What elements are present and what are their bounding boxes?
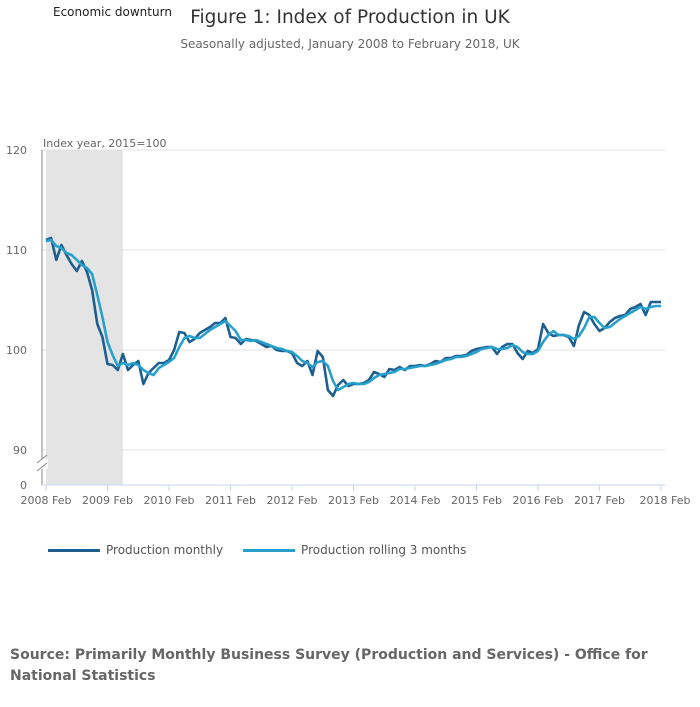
x-tick-label: 2015 Feb xyxy=(451,494,502,507)
legend: Production monthly Production rolling 3 … xyxy=(48,543,466,557)
shaded-region-label: Economic downturn xyxy=(53,5,172,19)
x-tick-label: 2016 Feb xyxy=(513,494,564,507)
legend-item-rolling[interactable]: Production rolling 3 months xyxy=(243,543,466,557)
x-tick-label: 2018 Feb xyxy=(640,494,691,507)
chart-title: Figure 1: Index of Production in UK xyxy=(190,7,510,28)
series-line-monthly xyxy=(45,236,661,398)
y-axis-label: Index year, 2015=100 xyxy=(43,137,167,150)
axis-break-mark xyxy=(36,462,48,472)
y-tick-label: 100 xyxy=(6,344,27,357)
legend-label: Production rolling 3 months xyxy=(301,543,467,557)
source-note: Source: Primarily Monthly Business Surve… xyxy=(10,647,648,684)
x-tick-label: 2008 Feb xyxy=(21,494,72,507)
x-tick-label: 2014 Feb xyxy=(390,494,441,507)
y-tick-label: 120 xyxy=(6,144,27,157)
legend-swatch-monthly xyxy=(48,548,100,552)
axis-break-gap xyxy=(36,459,48,469)
line-chart: 120 110 100 90 0 Index year, 2015=100 2008 Feb… xyxy=(6,137,691,507)
x-tick-label: 2017 Feb xyxy=(574,494,625,507)
shaded-region xyxy=(46,150,123,485)
x-tick-label: 2010 Feb xyxy=(144,494,195,507)
y-tick-label: 90 xyxy=(13,444,27,457)
x-tick-label: 2009 Feb xyxy=(82,494,133,507)
y-tick-label: 110 xyxy=(6,244,27,257)
legend-item-monthly[interactable]: Production monthly xyxy=(48,543,223,557)
chart-subtitle: Seasonally adjusted, January 2008 to Feb… xyxy=(180,37,520,51)
x-tick-label: 2012 Feb xyxy=(267,494,318,507)
legend-label: Production monthly xyxy=(106,543,224,557)
x-tick-label: 2011 Feb xyxy=(205,494,256,507)
y-tick-label: 0 xyxy=(20,479,27,492)
axis-break-mark xyxy=(36,454,48,464)
x-tick-label: 2013 Feb xyxy=(328,494,379,507)
series-line-rolling xyxy=(45,238,661,392)
legend-swatch-rolling xyxy=(243,548,296,552)
